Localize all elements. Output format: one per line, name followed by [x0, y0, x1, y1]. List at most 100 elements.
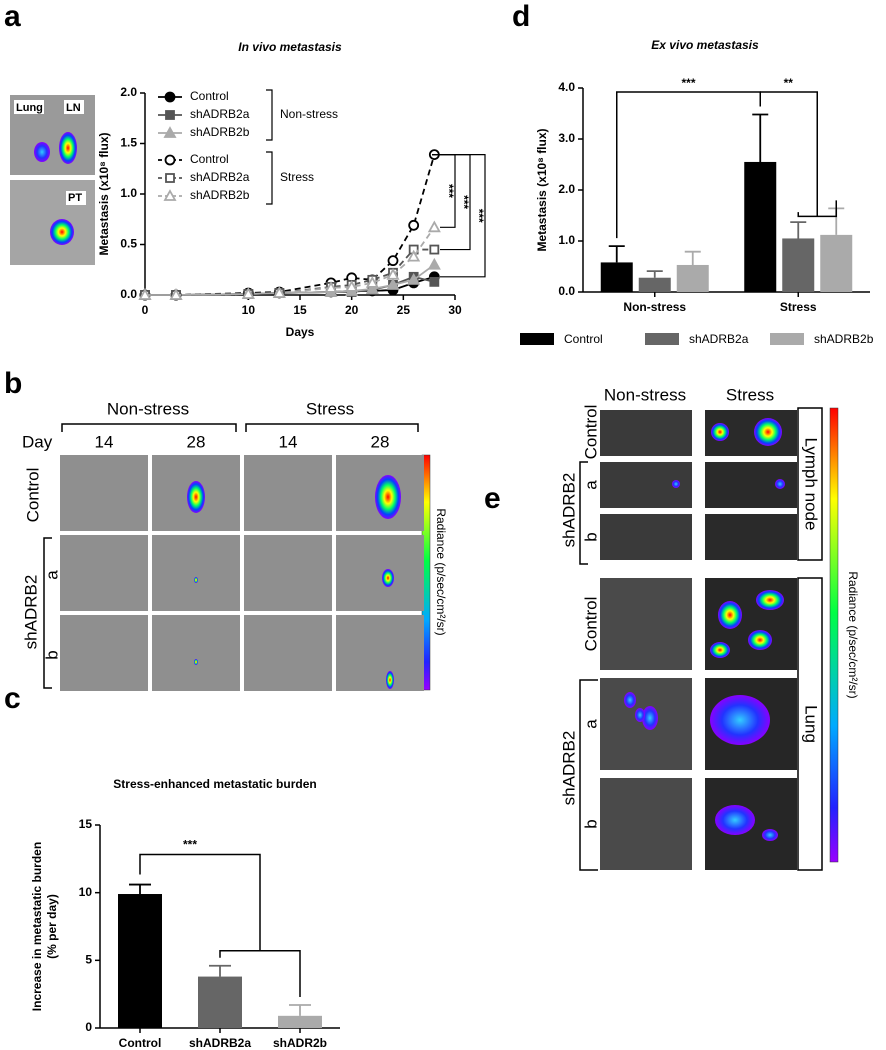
- x-tick-label: shADR2b: [273, 1036, 327, 1050]
- legend-label: shADRB2b: [814, 332, 874, 346]
- y-tick-label: 3.0: [558, 131, 575, 145]
- tissue-box: [797, 407, 823, 561]
- tissue-label: Lymph node: [802, 438, 821, 531]
- signal: [624, 692, 636, 708]
- signal: [672, 480, 680, 488]
- image-cell: [600, 578, 692, 670]
- inset-label: Lung: [16, 102, 43, 114]
- marker: [427, 220, 441, 233]
- legend-marker: [165, 110, 175, 120]
- legend-group: Non-stress: [280, 107, 338, 121]
- signal: [715, 805, 755, 835]
- image-cell: [60, 455, 148, 531]
- significance-bracket: [139, 853, 301, 997]
- error-bar: [646, 270, 663, 278]
- x-tick-label: 15: [293, 303, 307, 317]
- y-axis-label: Increase in metastatic burden: [30, 842, 44, 1011]
- error-bar: [129, 883, 151, 895]
- legend-label: shADRB2a: [190, 107, 250, 121]
- signal: [375, 475, 401, 519]
- error-bar: [209, 964, 231, 977]
- panel-label: b: [4, 367, 22, 400]
- inset-label: LN: [66, 102, 81, 114]
- day: 28: [371, 432, 390, 451]
- significance: ***: [183, 838, 197, 852]
- signal: [194, 577, 198, 583]
- image-cell: [600, 514, 692, 560]
- marker: [429, 244, 440, 255]
- signal: [718, 601, 742, 629]
- row-label: shADRB2: [21, 575, 40, 650]
- x-tick-label: 30: [448, 303, 462, 317]
- legend-marker: [164, 154, 176, 166]
- row-label: b: [581, 532, 600, 541]
- significance-bracket: [760, 91, 837, 218]
- column-label: Non-stress: [604, 385, 686, 404]
- tissue-box: [797, 577, 823, 871]
- legend-bracket: [266, 89, 273, 141]
- x-tick-label: shADRB2a: [189, 1036, 251, 1050]
- chart-title: Ex vivo metastasis: [651, 38, 759, 52]
- error-bar: [608, 245, 625, 263]
- y-axis-label: Metastasis (x10⁸ flux): [535, 128, 549, 251]
- group-label: Stress: [306, 399, 354, 418]
- marker: [345, 280, 359, 292]
- row-label: Control: [23, 468, 42, 523]
- x-axis-label: Days: [286, 325, 315, 339]
- series-line: [145, 248, 435, 296]
- y-tick-label: 1.5: [120, 136, 137, 150]
- bar: [676, 264, 709, 292]
- legend-marker: [163, 126, 177, 138]
- day-label: Day: [22, 432, 53, 451]
- signal: [756, 590, 784, 610]
- colorbar-label: Radiance (p/sec/cm²/sr): [434, 508, 448, 635]
- error-bar: [790, 221, 807, 239]
- error-bar: [684, 250, 701, 265]
- marker: [408, 219, 420, 231]
- legend-bracket: [266, 151, 273, 205]
- significance: **: [784, 76, 794, 90]
- legend-marker: [164, 91, 176, 103]
- y-tick-label: 2.0: [120, 85, 137, 99]
- legend-label: Control: [190, 152, 229, 166]
- bar: [198, 976, 242, 1028]
- signal: [754, 418, 782, 446]
- panel-label: d: [512, 0, 530, 33]
- y-tick-label: 1.0: [558, 233, 575, 247]
- image-cell: [244, 535, 332, 611]
- signal: [642, 706, 658, 730]
- significance: ***: [681, 76, 695, 90]
- image-cell: [152, 535, 240, 611]
- signal: [635, 708, 645, 722]
- signal: [711, 423, 729, 441]
- legend-label: shADRB2b: [190, 125, 250, 139]
- row-label: b: [581, 819, 600, 828]
- image-cell: [600, 778, 692, 870]
- significance: ***: [472, 209, 486, 223]
- image-cell: [60, 615, 148, 691]
- y-axis-label: (% per day): [45, 894, 59, 959]
- y-tick-label: 15: [79, 817, 93, 831]
- signal: [50, 219, 74, 245]
- y-tick-label: 2.0: [558, 182, 575, 196]
- y-tick-label: 10: [79, 885, 93, 899]
- x-tick-label: Control: [119, 1036, 162, 1050]
- image-cell: [60, 535, 148, 611]
- y-tick-label: 0: [85, 1020, 92, 1034]
- bar: [744, 161, 777, 292]
- marker: [407, 272, 421, 285]
- legend-swatch: [645, 333, 679, 345]
- marker: [272, 286, 286, 298]
- legend-label: Control: [564, 332, 603, 346]
- signal: [59, 132, 77, 164]
- y-tick-label: 5: [85, 953, 92, 967]
- signal: [762, 829, 778, 841]
- signal: [775, 479, 785, 489]
- group-label: Non-stress: [107, 399, 189, 418]
- day: 14: [95, 432, 114, 451]
- marker: [387, 255, 399, 267]
- signal: [748, 630, 772, 650]
- y-axis-label: Metastasis (x10⁸ flux): [97, 132, 111, 255]
- row-label: shADRB2: [559, 473, 578, 548]
